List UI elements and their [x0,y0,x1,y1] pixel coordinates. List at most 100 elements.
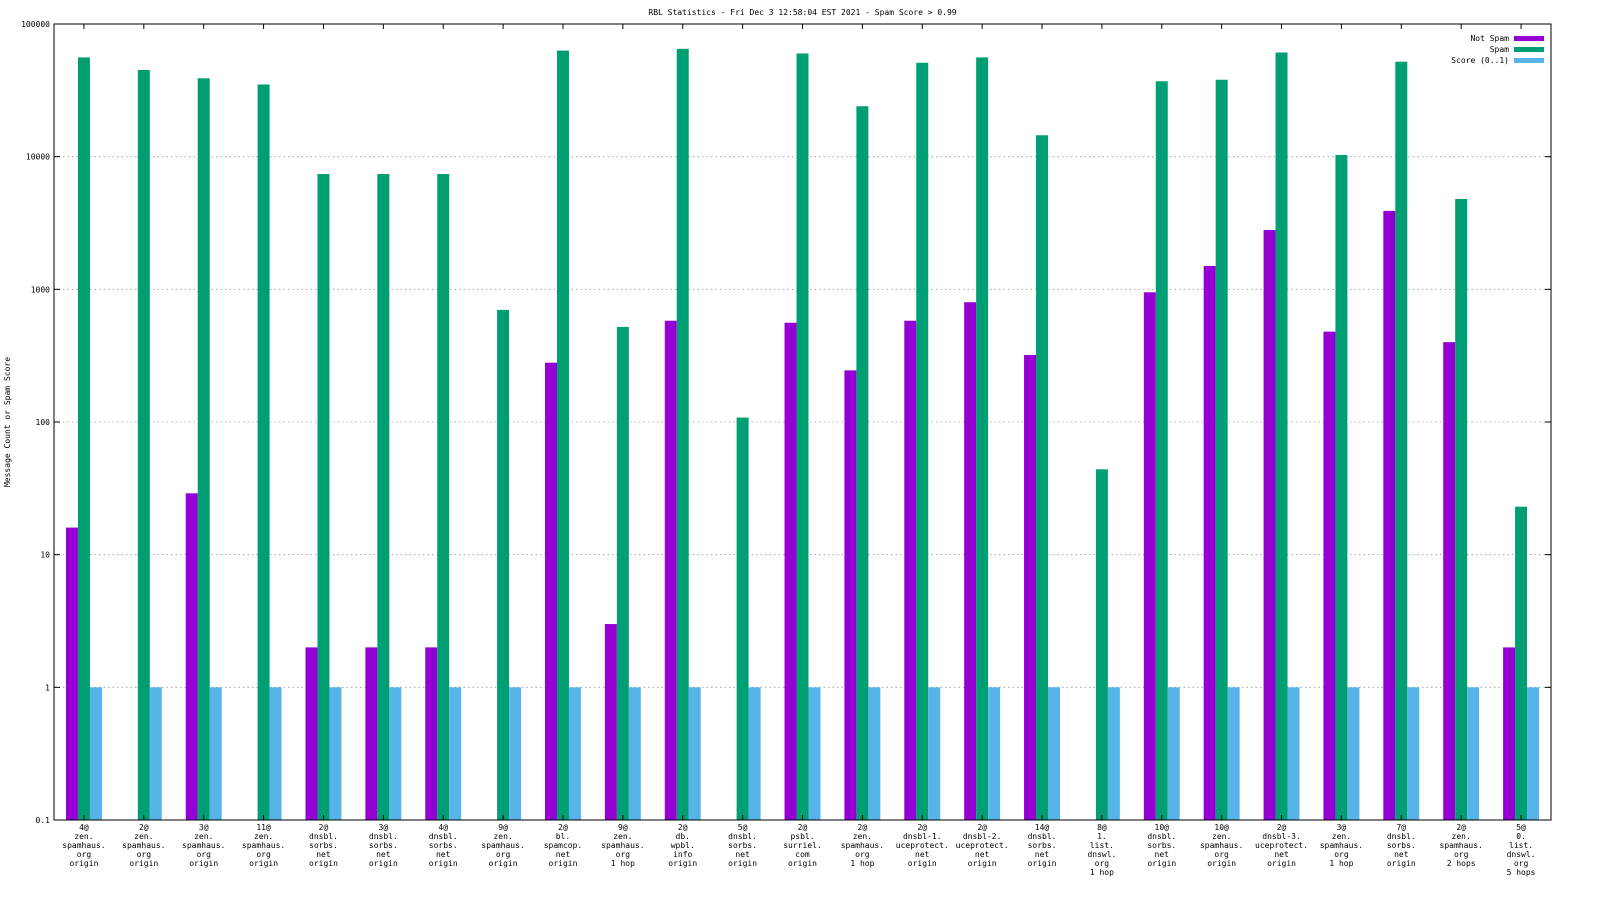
x-tick-label-line: origin [69,859,98,868]
bar-not-spam [1323,331,1336,820]
bar-score-0-1 [868,687,881,820]
bar-not-spam [1263,230,1276,820]
x-tick-label-line: uceprotect. [896,841,949,850]
x-tick-label-line: org [256,850,271,859]
x-tick-label-line: dnsbl. [429,832,458,841]
x-tick-label-line: origin [549,859,578,868]
x-tick-label-line: spamhaus. [182,841,225,850]
x-tick-label-line: 2@ [977,823,987,832]
x-tick-label-line: 10@ [1155,823,1170,832]
x-tick-label-line: dnsbl. [728,832,757,841]
x-tick-label-line: 0. [1516,832,1526,841]
x-tick-label-line: sorbs. [369,841,398,850]
bar-spam [736,417,749,820]
x-tick-label: 2@ zen. spamhaus. org 1 hop [841,823,884,868]
x-tick-label-line: 2@ [858,823,868,832]
x-tick-label: 4@ dnsbl. sorbs. net origin [429,823,458,868]
x-tick-label-line: 14@ [1035,823,1050,832]
chart-title: RBL Statistics - Fri Dec 3 12:58:04 EST … [648,8,956,17]
x-tick-label: 2@ dnsbl-3. uceprotect. net origin [1255,823,1308,868]
x-tick-label: 14@ dnsbl. sorbs. net origin [1028,823,1057,868]
bar-score-0-1 [89,687,102,820]
x-tick-label: 11@ zen. spamhaus. org origin [242,823,285,868]
x-tick-label-line: spamhaus. [1320,841,1363,850]
legend-label: Spam [1490,45,1509,54]
legend-swatch [1514,58,1544,63]
bar-spam [976,57,989,821]
x-tick-label-line: net [1035,850,1050,859]
x-tick-label-line: 2@ [319,823,329,832]
bar-not-spam [425,647,438,820]
x-tick-label-line: zen. [194,832,213,841]
x-tick-label-line: surriel. [783,841,822,850]
x-tick-label-line: 1 hop [1329,859,1353,868]
x-tick-label-line: spamhaus. [1200,841,1243,850]
bar-spam [1095,469,1108,820]
bar-score-0-1 [568,687,581,820]
x-tick-label-line: 2@ [678,823,688,832]
bar-score-0-1 [1107,687,1120,820]
x-tick-label-line: list. [1509,841,1533,850]
y-tick-label: 10 [40,551,50,560]
x-tick-label-line: dnswl. [1087,850,1116,859]
bar-spam [497,309,510,820]
bar-spam [1515,506,1528,820]
x-tick-label-line: bl. [556,832,570,841]
x-tick-label-line: dnsbl-2. [963,832,1002,841]
x-tick-label-line: 2@ [558,823,568,832]
bar-score-0-1 [1407,687,1420,820]
x-tick-label-line: psbl. [790,832,814,841]
bar-not-spam [1443,342,1456,820]
x-tick-label-line: sorbs. [1387,841,1416,850]
x-tick-label-line: origin [129,859,158,868]
x-tick-label-line: spamcop. [544,841,583,850]
x-tick-label-line: dnswl. [1507,850,1536,859]
bar-score-0-1 [808,687,821,820]
x-tick-label-line: 3@ [379,823,389,832]
x-tick-label-line: net [316,850,331,859]
x-tick-label: 2@ psbl. surriel. com origin [783,823,822,868]
x-tick-label-line: origin [249,859,278,868]
y-axis-label: Message Count or Spam Score [3,357,12,487]
bar-spam [1036,135,1049,820]
x-tick-label: 2@ dnsbl-1. uceprotect. net origin [896,823,949,868]
x-tick-label-line: org [137,850,152,859]
bar-not-spam [305,647,318,820]
x-tick-label-line: origin [189,859,218,868]
x-tick-label-line: 9@ [618,823,628,832]
x-tick-label-line: org [855,850,870,859]
x-tick-label-line: info [673,850,692,859]
x-tick-label: 5@ 0. list. dnswl. org 5 hops [1507,823,1536,877]
x-tick-label-line: spamhaus. [841,841,884,850]
x-tick-label-line: origin [1207,859,1236,868]
x-tick-label: 2@ dnsbl-2. uceprotect. net origin [956,823,1009,868]
x-tick-label: 9@ zen. spamhaus. org origin [481,823,524,868]
x-tick-label-line: zen. [853,832,872,841]
x-tick-label-line: com [795,850,810,859]
x-tick-label-line: org [616,850,631,859]
legend-label: Not Spam [1470,34,1509,43]
bar-score-0-1 [628,687,641,820]
bar-not-spam [1203,265,1216,820]
x-tick-label: 5@ dnsbl. sorbs. net origin [728,823,757,868]
x-tick-label: 2@ zen. spamhaus. org 2 hops [1440,823,1483,868]
x-tick-label-line: 5 hops [1507,868,1536,877]
x-tick-label-line: origin [968,859,997,868]
x-tick-label-line: spamhaus. [481,841,524,850]
bar-spam [916,62,929,820]
x-tick-label-line: net [1274,850,1289,859]
x-tick-label: 10@ zen. spamhaus. org origin [1200,823,1243,868]
bar-spam [1395,61,1408,821]
legend-swatch [1514,36,1544,41]
x-tick-label-line: org [1514,859,1529,868]
x-tick-label-line: 4@ [79,823,89,832]
bar-not-spam [1143,292,1156,820]
x-tick-label-line: 2 hops [1447,859,1476,868]
x-tick-label-line: spamhaus. [122,841,165,850]
bar-spam [197,78,210,821]
x-tick-label-line: 1 hop [611,859,635,868]
bar-score-0-1 [1347,687,1360,820]
x-tick-label: 9@ zen. spamhaus. org 1 hop [601,823,644,868]
